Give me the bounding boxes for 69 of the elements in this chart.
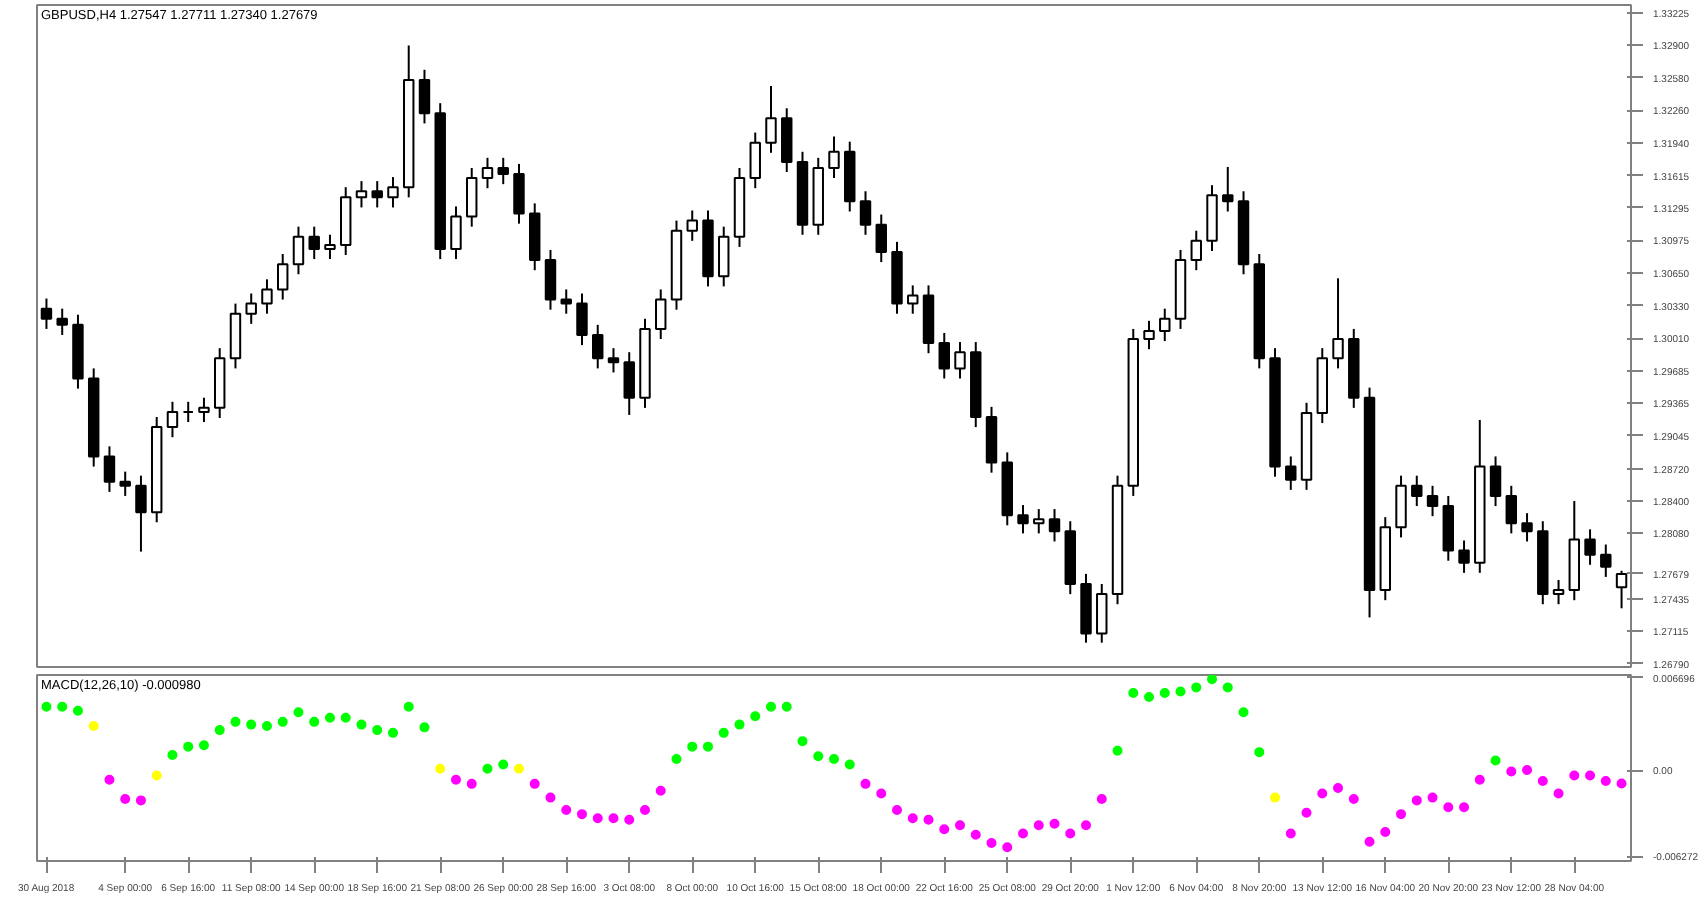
candlestick	[922, 284, 935, 355]
candlestick	[497, 156, 509, 186]
candlestick	[1017, 504, 1029, 535]
candlestick	[1395, 474, 1407, 539]
candlestick	[261, 278, 273, 315]
candlestick	[859, 190, 872, 236]
candlestick	[135, 474, 147, 553]
candlestick	[607, 347, 620, 374]
candlestick	[1600, 543, 1612, 578]
candlestick	[1222, 165, 1234, 213]
candlestick	[686, 209, 698, 242]
candlestick	[1332, 277, 1344, 370]
candlestick	[292, 225, 305, 276]
candlestick	[938, 331, 950, 380]
candlestick	[450, 205, 462, 261]
candlestick	[40, 297, 53, 330]
candlestick	[544, 248, 557, 311]
candlestick	[907, 284, 919, 315]
candlestick	[1285, 455, 1297, 491]
candlestick	[418, 68, 431, 125]
candlestick	[1615, 569, 1628, 610]
candlestick	[308, 225, 320, 261]
candlestick	[1505, 484, 1518, 535]
candlestick	[387, 176, 399, 209]
candlestick	[1521, 512, 1533, 543]
candlestick	[765, 84, 777, 154]
candlestick	[466, 166, 478, 228]
candlestick	[103, 445, 116, 493]
candlestick	[119, 470, 131, 497]
candlestick	[198, 396, 210, 424]
candlestick	[166, 400, 179, 439]
candlestick	[182, 400, 194, 424]
candlestick	[1033, 508, 1045, 535]
candlestick	[371, 180, 383, 209]
candlestick	[1426, 484, 1439, 518]
candlestick	[1143, 319, 1155, 351]
candlestick	[1096, 583, 1108, 644]
candlestick	[339, 186, 352, 257]
candlestick	[1552, 578, 1565, 606]
candlestick	[529, 202, 541, 272]
candlestick	[513, 162, 525, 225]
candlestick	[324, 233, 336, 261]
candlestick	[875, 213, 887, 264]
candlestick	[828, 135, 840, 180]
candlestick	[1584, 528, 1596, 566]
candlestick	[1190, 229, 1202, 272]
candlestick	[1458, 539, 1470, 574]
candlestick	[245, 292, 257, 325]
candlestick	[276, 253, 289, 301]
candlestick	[781, 107, 793, 174]
candlestick	[229, 302, 242, 370]
candlestick	[655, 288, 667, 341]
candlestick	[355, 180, 368, 209]
candlestick	[592, 323, 604, 370]
candlestick	[623, 351, 635, 416]
candlestick	[1048, 508, 1061, 543]
candlestick	[576, 292, 588, 347]
candlestick	[1159, 307, 1171, 343]
candlestick	[718, 225, 730, 288]
candlestick	[954, 341, 966, 380]
candlestick	[1489, 455, 1502, 508]
candlestick	[749, 131, 761, 190]
candlestick	[985, 405, 998, 474]
candlestick	[1206, 184, 1218, 252]
candlestick	[560, 288, 572, 315]
candlestick	[1442, 494, 1455, 562]
candlestick	[481, 156, 494, 190]
candlestick	[56, 307, 68, 336]
candlestick	[1411, 474, 1423, 508]
